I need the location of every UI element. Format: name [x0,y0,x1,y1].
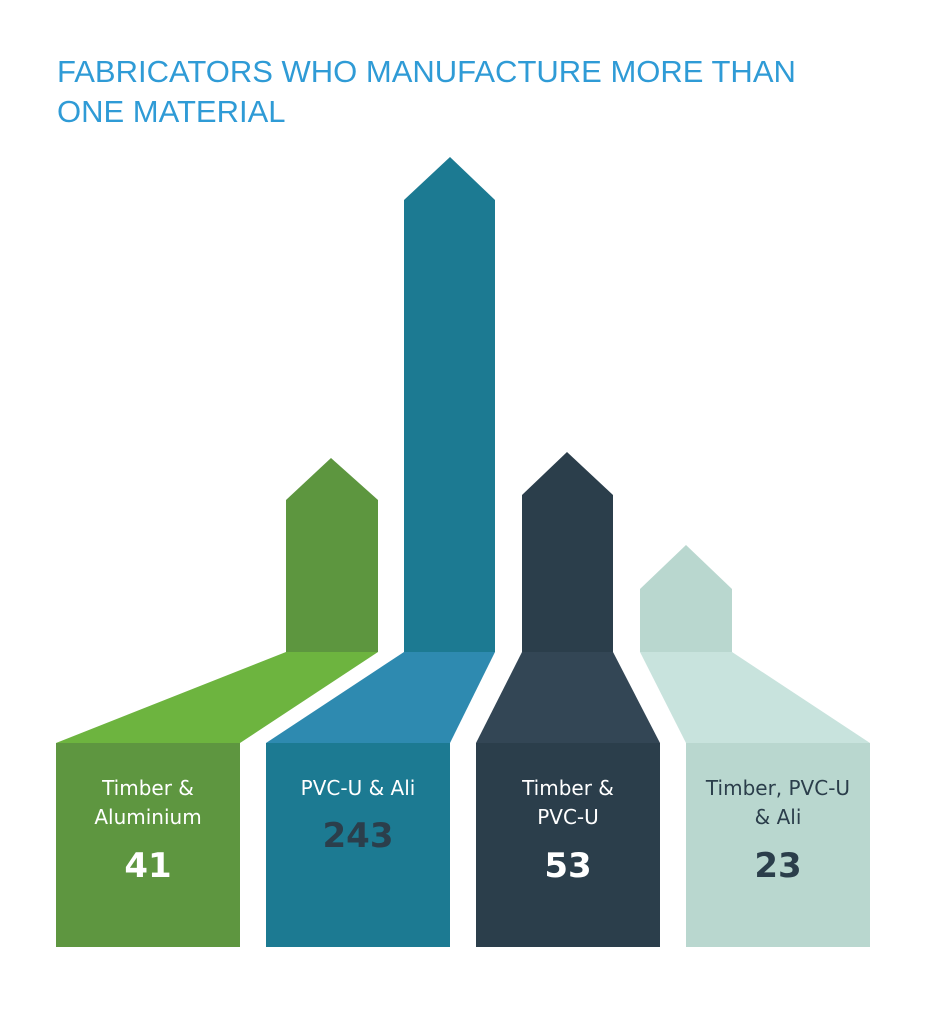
panel-value: 41 [124,846,172,886]
arrow-slope [476,652,660,743]
arrow-slope [640,652,870,743]
title: FABRICATORS WHO MANUFACTURE MORE THAN ON… [57,54,796,129]
arrow-shaft [522,452,613,652]
panel [56,743,240,947]
panel [686,743,870,947]
panel-value: 53 [544,846,592,886]
panel-label: Timber, PVC-U & Ali [705,776,851,829]
arrow-shaft [286,458,378,652]
panel-label: PVC-U & Ali [300,776,416,800]
panel [266,743,450,947]
panel-label: Timber & PVC-U [522,776,614,829]
panel [476,743,660,947]
arrow-slope [56,652,378,743]
arrow-shaft [640,545,732,652]
arrow-shaft [404,157,495,652]
arrow-slope [266,652,495,743]
panel-value: 23 [754,846,802,886]
panel-value: 243 [322,816,394,856]
panel-label: Timber & Aluminium [94,776,202,829]
